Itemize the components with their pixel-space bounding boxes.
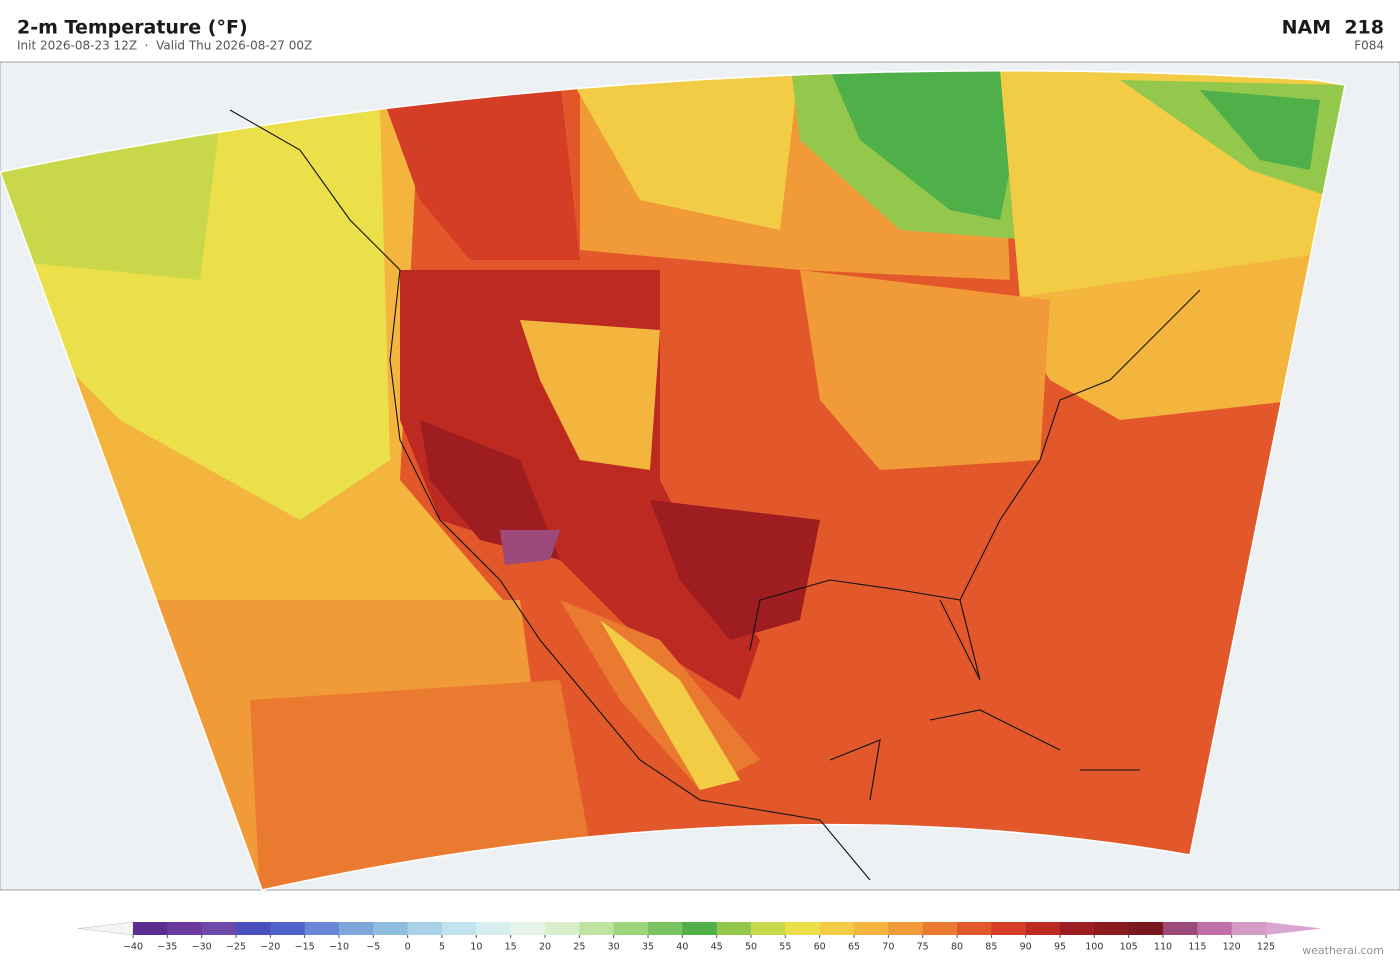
colorbar-box — [1231, 922, 1267, 935]
colorbar-tick-label: 95 — [1054, 942, 1066, 953]
colorbar-tick-label: −30 — [192, 942, 212, 953]
colorbar-box — [1163, 922, 1198, 935]
colorbar-box — [442, 922, 477, 935]
colorbar-over — [1266, 922, 1322, 935]
colorbar-box — [854, 922, 889, 935]
colorbar-tick-label: 45 — [711, 942, 723, 953]
colorbar-box — [545, 922, 580, 935]
colorbar-tick-label: 30 — [608, 942, 620, 953]
colorbar-box — [133, 922, 168, 935]
colorbar-tick-label: −15 — [295, 942, 315, 953]
colorbar-box — [1025, 922, 1061, 935]
credit: weatherai.com — [1302, 944, 1384, 957]
colorbar-box — [476, 922, 512, 935]
colorbar-box — [339, 922, 374, 935]
forecast-hour: F084 — [1354, 39, 1384, 53]
model-name: NAM 218 — [1282, 17, 1384, 39]
colorbar-box — [648, 922, 683, 935]
colorbar-tick-label: 55 — [779, 942, 791, 953]
colorbar-tick-label: 110 — [1154, 942, 1172, 953]
colorbar-box — [304, 922, 340, 935]
colorbar-box — [236, 922, 271, 935]
colorbar-tick-label: 60 — [814, 942, 826, 953]
title: 2-m Temperature (°F) — [17, 17, 248, 39]
colorbar-tick-label: 100 — [1085, 942, 1103, 953]
colorbar-tick-label: 115 — [1188, 942, 1206, 953]
colorbar-tick-label: −20 — [260, 942, 280, 953]
colorbar-box — [819, 922, 855, 935]
colorbar-box — [991, 922, 1027, 935]
colorbar-box — [682, 922, 718, 935]
colorbar-tick-label: 105 — [1120, 942, 1138, 953]
colorbar-tick-label: 65 — [848, 942, 860, 953]
colorbar-tick-label: 90 — [1020, 942, 1032, 953]
colorbar-tick-label: 20 — [539, 942, 551, 953]
colorbar-box — [407, 922, 443, 935]
colorbar-box — [1060, 922, 1095, 935]
colorbar-tick-label: 70 — [882, 942, 894, 953]
colorbar-tick-label: −40 — [123, 942, 143, 953]
colorbar-tick-label: 10 — [470, 942, 482, 953]
colorbar-box — [957, 922, 992, 935]
colorbar-tick-label: 125 — [1257, 942, 1275, 953]
map — [0, 61, 1400, 891]
colorbar-box — [785, 922, 821, 935]
colorbar-tick-label: 80 — [951, 942, 963, 953]
colorbar-tick-label: −25 — [226, 942, 246, 953]
colorbar-box — [1094, 922, 1130, 935]
colorbar-box — [510, 922, 546, 935]
domain-outline — [0, 69, 1346, 891]
colorbar-tick-label: 40 — [676, 942, 688, 953]
colorbar-tick-label: 35 — [642, 942, 654, 953]
colorbar-tick-label: −10 — [329, 942, 349, 953]
colorbar-tick-label: −35 — [157, 942, 177, 953]
colorbar-box — [1197, 922, 1233, 935]
colorbar-box — [613, 922, 649, 935]
colorbar-box — [716, 922, 752, 935]
colorbar-tick-label: 50 — [745, 942, 757, 953]
colorbar-box — [167, 922, 203, 935]
colorbar-box — [888, 922, 924, 935]
colorbar-box — [922, 922, 958, 935]
colorbar-box — [579, 922, 615, 935]
colorbar-tick-label: 75 — [917, 942, 929, 953]
subtitle: Init 2026-08-23 12Z · Valid Thu 2026-08-… — [17, 39, 312, 53]
colorbar-tick-label: 15 — [505, 942, 517, 953]
colorbar-under — [77, 921, 134, 936]
coastlines — [229, 109, 1201, 881]
colorbar-box — [201, 922, 237, 935]
colorbar-box — [373, 922, 409, 935]
colorbar-tick-label: −5 — [366, 942, 380, 953]
colorbar-tick-label: 120 — [1223, 942, 1241, 953]
colorbar-box — [751, 922, 786, 935]
colorbar: −40 −35 −30 −25 −20 −15 −10 −5 0 5 10 15 20 25 30 35 40 4… — [77, 921, 1322, 953]
colorbar-tick-label: 5 — [439, 942, 445, 953]
colorbar-tick-label: 85 — [985, 942, 997, 953]
colorbar-box — [270, 922, 306, 935]
colorbar-tick-label: 0 — [405, 942, 411, 953]
colorbar-tick-label: 25 — [573, 942, 585, 953]
colorbar-box — [1128, 922, 1164, 935]
